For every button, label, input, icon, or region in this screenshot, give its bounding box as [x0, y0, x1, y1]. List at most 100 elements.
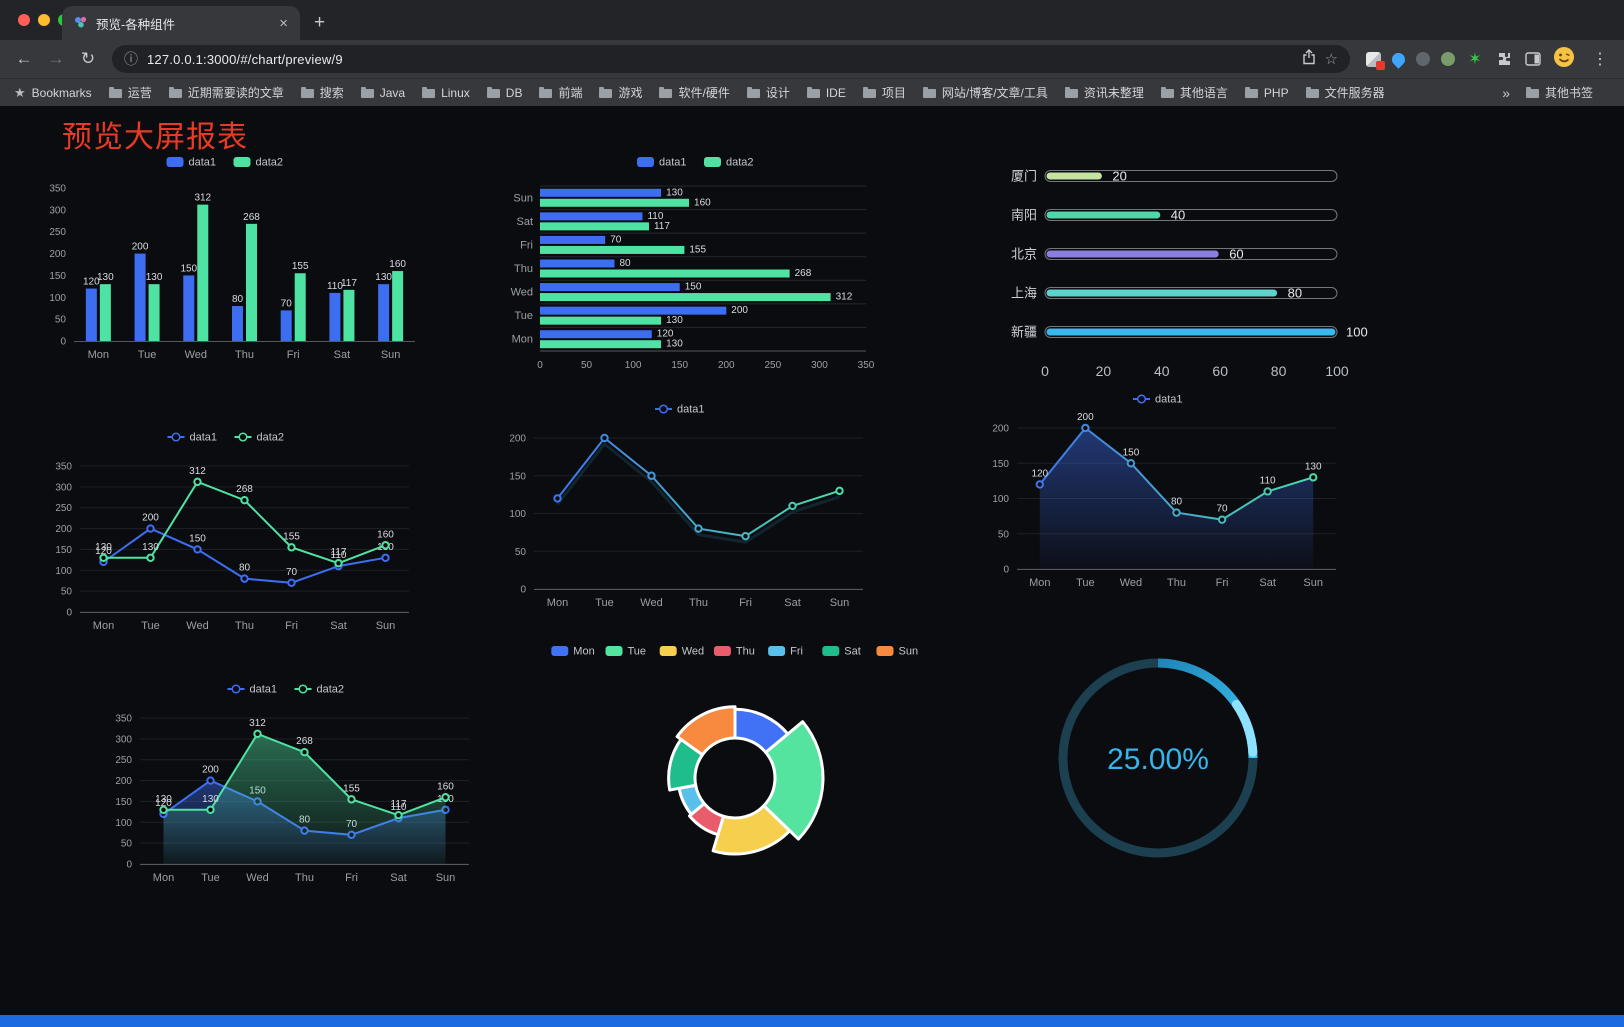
folder-icon: [1244, 86, 1258, 98]
svg-text:Mon: Mon: [512, 334, 533, 346]
profile-avatar[interactable]: [1553, 46, 1575, 73]
svg-text:Thu: Thu: [736, 646, 755, 658]
chart-rose-pie[interactable]: Mon Tue Wed Thu Fri Sat Sun: [545, 638, 925, 888]
bookmark-folder-16[interactable]: 文件服务器: [1305, 84, 1385, 101]
bookmark-folder-15[interactable]: PHP: [1244, 86, 1289, 100]
extension-icon-2[interactable]: [1389, 49, 1408, 69]
bookmarks-bar: ★ Bookmarks 运营 近期需要读的文章 搜索 Java Linux DB…: [0, 78, 1624, 106]
bookmark-folder-13[interactable]: 资讯未整理: [1064, 84, 1144, 101]
chart-area-line[interactable]: data1 0 50 100 150 200 Mon Tue Wed Thu Fri Sat Sun 12…: [973, 386, 1348, 601]
svg-text:130: 130: [666, 187, 683, 198]
svg-text:80: 80: [1288, 286, 1302, 301]
svg-text:150: 150: [189, 533, 206, 544]
svg-text:上海: 上海: [1011, 286, 1037, 301]
svg-text:Sun: Sun: [436, 872, 456, 884]
svg-text:200: 200: [731, 305, 748, 316]
chart-grouped-bar[interactable]: data1 data2 0 50 100 150 200 250 300 350 Mon 120 130…: [30, 146, 425, 371]
svg-text:312: 312: [194, 193, 211, 204]
svg-text:312: 312: [189, 466, 206, 477]
bookmark-folder-14[interactable]: 其他语言: [1160, 84, 1228, 101]
chart-gauge[interactable]: 25.00%: [1040, 646, 1280, 886]
svg-text:120: 120: [155, 798, 172, 809]
svg-text:Sun: Sun: [381, 349, 401, 361]
svg-text:268: 268: [243, 212, 260, 223]
folder-icon: [599, 86, 613, 98]
browser-menu-icon[interactable]: ⋮: [1592, 51, 1608, 68]
svg-text:80: 80: [1271, 363, 1287, 379]
tab-close-icon[interactable]: ×: [279, 14, 288, 32]
svg-text:70: 70: [1217, 504, 1229, 515]
svg-text:60: 60: [1212, 363, 1228, 379]
bookmark-folder-3[interactable]: Java: [360, 85, 406, 100]
svg-text:data2: data2: [726, 157, 754, 169]
svg-text:155: 155: [292, 261, 309, 272]
new-tab-button[interactable]: +: [314, 12, 326, 33]
other-bookmarks[interactable]: 其他书签: [1525, 84, 1593, 101]
svg-text:Wed: Wed: [640, 597, 662, 609]
bookmark-folder-5[interactable]: DB: [486, 86, 522, 100]
extension-icon-5[interactable]: ✶: [1468, 51, 1482, 68]
svg-text:data1: data1: [677, 404, 705, 416]
address-bar[interactable]: ⓘ 127.0.0.1:3000/#/chart/preview/9 ☆: [112, 45, 1350, 73]
svg-text:200: 200: [142, 513, 159, 524]
svg-text:Sun: Sun: [513, 192, 533, 204]
svg-text:0: 0: [60, 337, 66, 348]
bookmark-star-icon[interactable]: ☆: [1324, 51, 1338, 68]
url-text[interactable]: 127.0.0.1:3000/#/chart/preview/9: [147, 51, 343, 67]
svg-text:200: 200: [115, 776, 132, 787]
svg-text:100: 100: [625, 360, 642, 371]
extension-icon-1[interactable]: [1366, 51, 1385, 70]
svg-text:80: 80: [620, 258, 632, 269]
bookmark-folder-2[interactable]: 搜索: [300, 84, 344, 101]
svg-text:Fri: Fri: [345, 872, 358, 884]
folder-icon: [360, 86, 374, 98]
window-minimize-button[interactable]: [38, 14, 50, 26]
bookmark-folder-0[interactable]: 运营: [108, 84, 152, 101]
browser-tab-active[interactable]: 预览-各种组件 ×: [62, 6, 300, 40]
svg-text:155: 155: [689, 244, 706, 255]
svg-text:350: 350: [858, 360, 875, 371]
back-button[interactable]: ←: [15, 49, 33, 68]
svg-text:80: 80: [1171, 497, 1183, 508]
extension-icon-3[interactable]: [1416, 52, 1430, 66]
bookmarks-root[interactable]: ★ Bookmarks: [14, 85, 92, 101]
svg-text:100: 100: [992, 494, 1009, 505]
bookmark-folder-7[interactable]: 游戏: [599, 84, 642, 101]
svg-text:130: 130: [375, 272, 392, 283]
window-close-button[interactable]: [18, 14, 30, 26]
svg-text:130: 130: [146, 272, 163, 283]
side-panel-icon[interactable]: [1524, 50, 1542, 68]
bookmark-folder-11[interactable]: 项目: [862, 84, 906, 101]
forward-button[interactable]: →: [47, 49, 65, 68]
bookmarks-overflow-chevron[interactable]: »: [1502, 84, 1510, 101]
bookmark-folder-10[interactable]: IDE: [806, 86, 846, 100]
bookmark-folder-12[interactable]: 网站/博客/文章/工具: [922, 84, 1048, 101]
bookmark-label: Java: [379, 85, 406, 100]
bookmark-folder-9[interactable]: 设计: [746, 84, 790, 101]
chart-single-line[interactable]: data1 0 50 100 150 200 Mon Tue Wed Thu Fri Sat Sun: [490, 396, 875, 621]
chart-double-area-line[interactable]: data1 data2 0 50 100 150 200 250 300 350 Mon Tue Wed…: [96, 676, 481, 896]
bookmark-folder-6[interactable]: 前端: [539, 84, 582, 101]
bookmark-folder-4[interactable]: Linux: [422, 86, 470, 100]
svg-text:120: 120: [95, 546, 112, 557]
svg-text:data1: data1: [250, 684, 278, 696]
share-icon[interactable]: [1302, 48, 1316, 70]
svg-text:110: 110: [647, 211, 663, 222]
svg-text:0: 0: [520, 585, 526, 596]
reload-button[interactable]: ↻: [80, 49, 96, 68]
bookmark-folder-1[interactable]: 近期需要读的文章: [168, 84, 284, 101]
extensions-cluster: ✶ ⋮: [1366, 46, 1614, 73]
svg-text:300: 300: [49, 205, 66, 216]
extensions-puzzle-icon[interactable]: [1495, 50, 1513, 68]
bookmark-folder-8[interactable]: 软件/硬件: [659, 84, 730, 101]
svg-text:Sat: Sat: [1259, 577, 1276, 589]
svg-text:data1: data1: [1155, 394, 1183, 406]
svg-text:厦门: 厦门: [1011, 169, 1037, 184]
chart-capsule-progress[interactable]: 厦门 20 南阳 40 北京 60 上海 80 新疆 100 0 20 40 60 80 100: [993, 154, 1368, 394]
chart-multi-line[interactable]: data1 data2 0 50 100 150 200 250 300 350 Mon Tue Wed…: [36, 424, 421, 644]
extension-icon-4[interactable]: [1441, 52, 1455, 66]
svg-text:40: 40: [1154, 363, 1170, 379]
svg-text:200: 200: [1077, 412, 1094, 423]
chart-horizontal-bar[interactable]: data1 data2 0 50 100 150 200 250 300 350 Sun 130 160…: [498, 146, 898, 381]
site-info-icon[interactable]: ⓘ: [124, 51, 138, 67]
